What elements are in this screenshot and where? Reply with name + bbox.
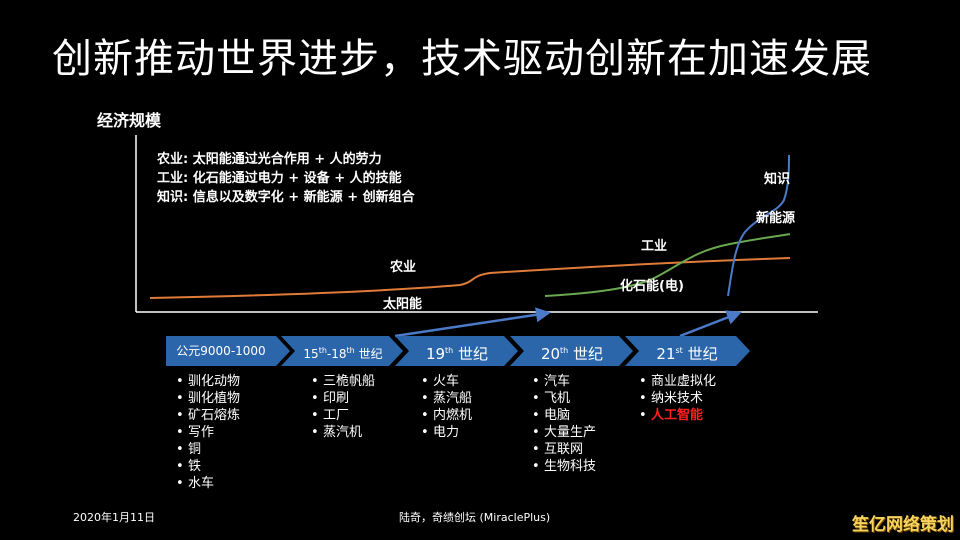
stage-arrow-4 [510, 336, 633, 366]
list-item: 电力 [421, 424, 472, 441]
stage-2-start-sup: th [318, 346, 327, 355]
list-item: 内燃机 [421, 407, 472, 424]
stage-arrow-2 [281, 336, 403, 366]
label-agriculture: 农业 [390, 260, 417, 275]
list-item: 铜 [176, 441, 240, 458]
list-item: 驯化植物 [176, 390, 240, 407]
list-item: 电脑 [532, 407, 596, 424]
stage-3-sup: th [445, 346, 454, 355]
footer-author: 陆奇，奇绩创坛 (MiraclePlus) [399, 511, 551, 524]
transition-arrow-2 [679, 310, 742, 338]
stage-arrow-5 [625, 336, 750, 366]
list-item: 纳米技术 [639, 390, 716, 407]
legend-industry: 工业: 化石能通过电力 + 设备 + 人的技能 [157, 171, 402, 186]
stage-label-3: 19th 世纪 [407, 336, 507, 366]
list-item-highlight: 人工智能 [639, 407, 716, 424]
list-item: 生物科技 [532, 458, 596, 475]
y-axis-label: 经济规模 [97, 111, 162, 130]
list-item: 矿石熔炼 [176, 407, 240, 424]
stage-2-start: 15 [303, 347, 319, 361]
list-item: 汽车 [532, 373, 596, 390]
stage-3-number: 19 [425, 345, 446, 363]
legend-agriculture: 农业: 太阳能通过光合作用 + 人的劳力 [157, 152, 382, 167]
stage-3-century: 世纪 [453, 345, 489, 363]
list-item: 印刷 [311, 390, 375, 407]
list-item: 蒸汽船 [421, 390, 472, 407]
label-solar: 太阳能 [383, 297, 423, 312]
list-item: 写作 [176, 424, 240, 441]
industry-curve [544, 233, 791, 297]
label-industry: 工业 [641, 239, 668, 254]
stage-5-century: 世纪 [682, 345, 718, 363]
items-21st: 商业虚拟化 纳米技术 人工智能 [639, 373, 716, 424]
knowledge-curve [727, 154, 790, 297]
legend-knowledge: 知识: 信息以及数字化 + 新能源 + 创新组合 [157, 190, 415, 205]
list-item: 大量生产 [532, 424, 596, 441]
items-ancient: 驯化动物 驯化植物 矿石熔炼 写作 铜 铁 水车 [176, 373, 240, 492]
list-item: 铁 [176, 458, 240, 475]
footer-date: 2020年1月11日 [73, 511, 155, 524]
stage-label-4: 20th 世纪 [522, 336, 622, 366]
watermark-logo: 笙亿网络策划 [852, 515, 954, 535]
stage-1-text: 公元9000-1000 [176, 344, 266, 358]
list-item: 水车 [176, 475, 240, 492]
stage-arrows [166, 336, 750, 366]
list-item: 三桅帆船 [311, 373, 375, 390]
label-knowledge: 知识 [764, 172, 791, 187]
items-20th: 汽车 飞机 电脑 大量生产 互联网 生物科技 [532, 373, 596, 475]
list-item: 商业虚拟化 [639, 373, 716, 390]
stage-5-number: 21 [656, 345, 676, 363]
list-item: 驯化动物 [176, 373, 240, 390]
legend: 农业: 太阳能通过光合作用 + 人的劳力 工业: 化石能通过电力 + 设备 + … [157, 150, 415, 207]
stage-2-century: 世纪 [354, 347, 383, 361]
list-item: 火车 [421, 373, 472, 390]
stage-2-end-sup: th [346, 346, 355, 355]
list-item: 飞机 [532, 390, 596, 407]
label-new-energy: 新能源 [756, 211, 796, 226]
label-fossil: 化石能(电) [620, 279, 684, 294]
transition-arrow-1 [394, 307, 551, 338]
agriculture-curve [149, 257, 791, 299]
stage-2-end: -18 [326, 347, 347, 361]
stage-label-5: 21st 世纪 [637, 336, 737, 366]
list-item: 蒸汽机 [311, 424, 375, 441]
stage-arrow-1 [166, 336, 290, 366]
stage-4-century: 世纪 [568, 345, 604, 363]
stage-4-sup: th [560, 346, 569, 355]
page-title: 创新推动世界进步，技术驱动创新在加速发展 [52, 36, 872, 82]
items-19th: 火车 蒸汽船 内燃机 电力 [421, 373, 472, 441]
stage-4-number: 20 [540, 345, 561, 363]
stage-5-sup: st [675, 346, 683, 355]
stage-label-2: 15th-18th 世纪 [293, 336, 393, 366]
stage-label-1: 公元9000-1000 [166, 336, 276, 366]
stage-arrow-3 [395, 336, 518, 366]
items-15-18th: 三桅帆船 印刷 工厂 蒸汽机 [311, 373, 375, 441]
list-item: 工厂 [311, 407, 375, 424]
list-item: 互联网 [532, 441, 596, 458]
